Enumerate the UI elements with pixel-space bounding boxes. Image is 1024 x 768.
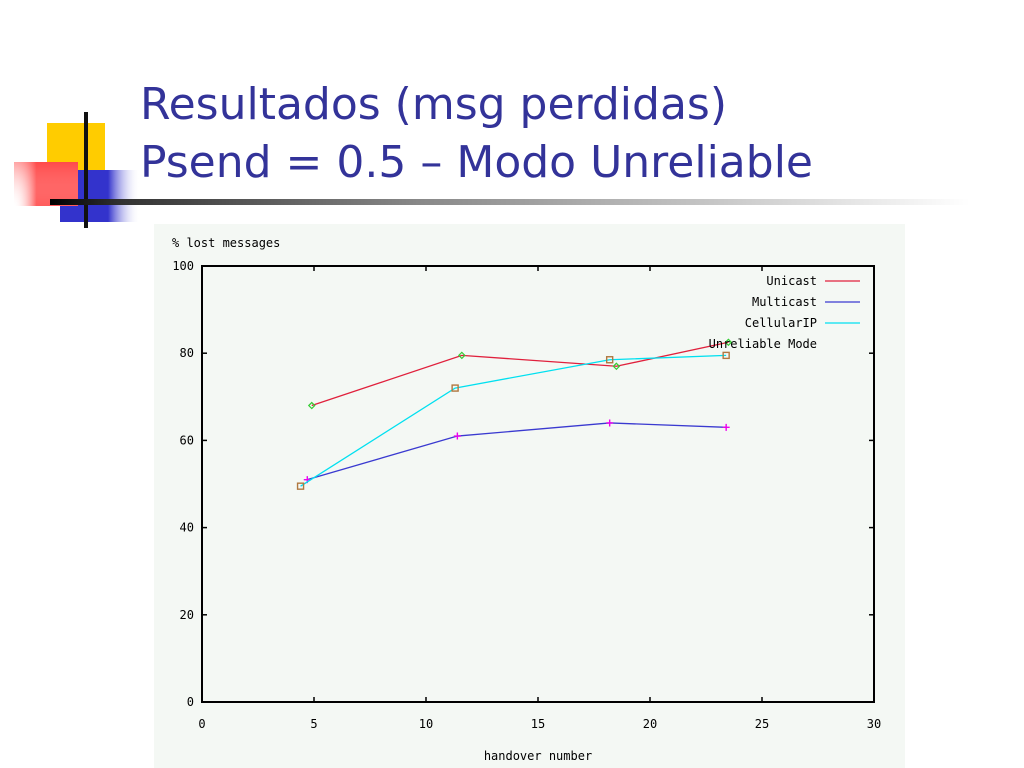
x-tick-label: 20 [643, 717, 657, 731]
x-axis-label: handover number [484, 749, 592, 763]
y-tick-label: 40 [180, 521, 194, 535]
x-tick-label: 0 [198, 717, 205, 731]
legend-label: CellularIP [745, 316, 817, 330]
x-tick-label: 15 [531, 717, 545, 731]
legend-label: Multicast [752, 295, 817, 309]
legend-label: Unreliable Mode [709, 337, 817, 351]
x-tick-label: 30 [867, 717, 881, 731]
x-tick-label: 5 [310, 717, 317, 731]
y-axis-label: % lost messages [172, 236, 280, 250]
y-tick-label: 20 [180, 608, 194, 622]
y-tick-label: 100 [172, 259, 194, 273]
x-tick-label: 10 [419, 717, 433, 731]
y-tick-label: 0 [187, 695, 194, 709]
x-tick-label: 25 [755, 717, 769, 731]
y-tick-label: 60 [180, 433, 194, 447]
y-tick-label: 80 [180, 346, 194, 360]
legend-label: Unicast [766, 274, 817, 288]
